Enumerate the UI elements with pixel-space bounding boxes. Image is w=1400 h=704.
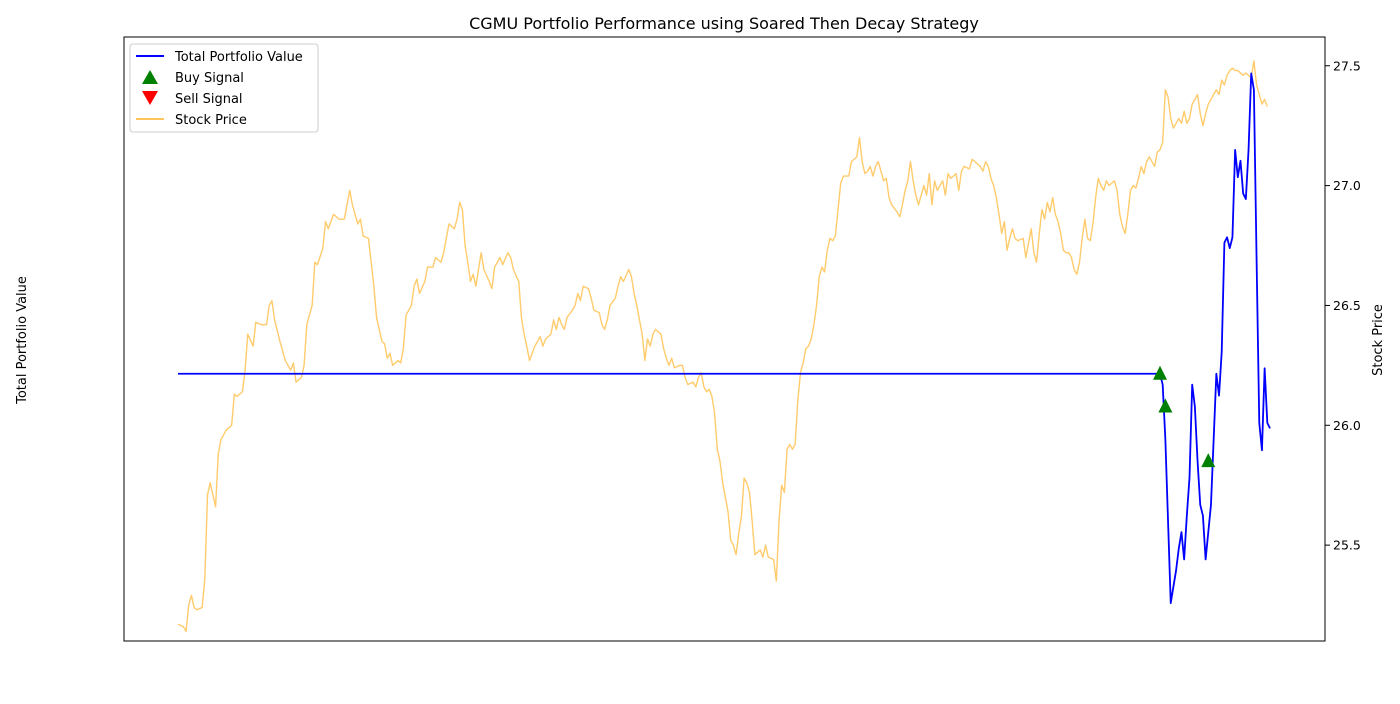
- legend-swatch-sell: [142, 91, 158, 105]
- series-layer: [177, 60, 1271, 633]
- buy-signal-marker: [1152, 365, 1167, 380]
- y-right-axis-label: Stock Price: [1371, 304, 1386, 376]
- markers-layer: [1152, 365, 1216, 468]
- legend-label-portfolio: Total Portfolio Value: [174, 50, 303, 65]
- legend-label-stock: Stock Price: [175, 113, 247, 128]
- y-right-tick-label: 27.5: [1333, 58, 1361, 73]
- legend: Total Portfolio Value Buy Signal Sell Si…: [129, 43, 319, 133]
- chart-title: CGMU Portfolio Performance using Soared …: [469, 14, 979, 33]
- y-right-axis-ticks: 25.5 26.0 26.5 27.0 27.5: [1325, 58, 1361, 553]
- stock-price-line: [177, 60, 1268, 633]
- plot-area-frame: [123, 36, 1326, 642]
- total-portfolio-value-line: [178, 72, 1271, 604]
- buy-signal-marker: [1158, 398, 1173, 413]
- y-right-tick-label: 27.0: [1333, 178, 1361, 193]
- legend-box: [129, 43, 319, 133]
- legend-label-buy: Buy Signal: [175, 71, 244, 86]
- legend-swatch-buy: [142, 70, 158, 84]
- y-right-tick-label: 25.5: [1333, 538, 1361, 553]
- buy-signal-marker: [1201, 453, 1216, 468]
- y-right-tick-label: 26.5: [1333, 298, 1361, 313]
- y-right-tick-label: 26.0: [1333, 418, 1361, 433]
- legend-label-sell: Sell Signal: [175, 92, 243, 107]
- y-left-axis-label: Total Portfolio Value: [15, 276, 30, 405]
